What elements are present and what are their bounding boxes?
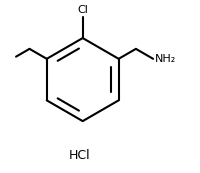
- Text: NH₂: NH₂: [155, 54, 176, 64]
- Text: HCl: HCl: [68, 149, 90, 162]
- Text: Cl: Cl: [77, 5, 88, 15]
